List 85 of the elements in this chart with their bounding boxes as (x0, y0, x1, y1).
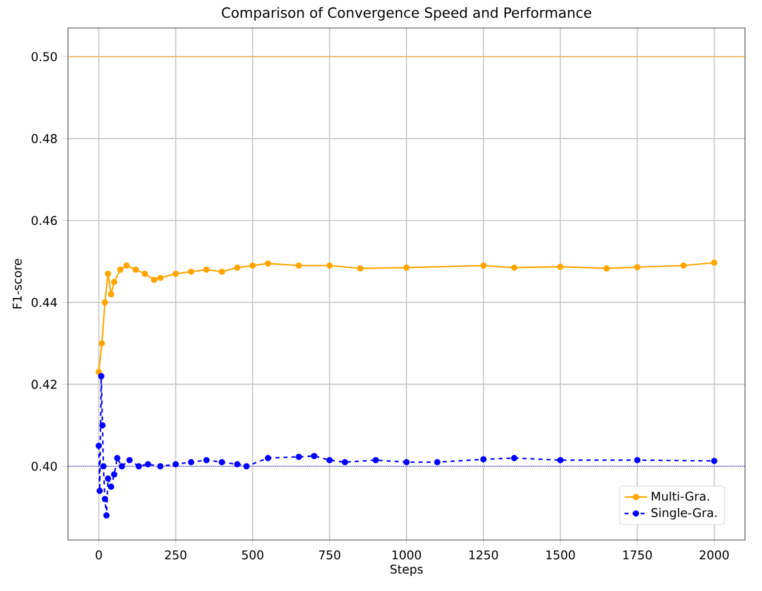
point (104, 270, 112, 277)
point (157, 274, 164, 281)
point (264, 454, 272, 462)
point (203, 456, 210, 464)
point (342, 459, 348, 466)
point (172, 270, 179, 277)
x-tick-label: 250 (165, 550, 186, 560)
x-tick-label: 1750 (623, 550, 652, 560)
point (234, 461, 240, 468)
point (126, 456, 133, 464)
point (203, 266, 210, 273)
point (132, 266, 139, 273)
point (357, 265, 364, 272)
point (117, 266, 124, 273)
y-tick-label: 0.44 (32, 298, 57, 307)
point (403, 264, 410, 271)
point (96, 442, 102, 449)
point (108, 484, 114, 490)
point (123, 262, 130, 269)
point (118, 463, 125, 470)
point (326, 262, 333, 269)
point (326, 456, 333, 464)
point (99, 422, 106, 428)
point (434, 459, 440, 466)
y-tick-label: 0.40 (32, 462, 57, 471)
point (403, 459, 410, 466)
point (218, 459, 226, 466)
point (480, 456, 487, 462)
x-tick-label: 2000 (700, 550, 729, 560)
legend-label: Multi-Gra. (652, 491, 709, 501)
point (250, 262, 256, 269)
legend-label: Single-Gra. (652, 508, 716, 520)
point (711, 458, 718, 464)
point (218, 268, 226, 275)
x-tick-label: 500 (242, 550, 264, 560)
x-tick-label: 1000 (392, 550, 421, 560)
x-tick-label: 1500 (546, 550, 575, 560)
point (144, 461, 152, 468)
point (96, 368, 102, 376)
point (151, 276, 158, 284)
point (243, 463, 250, 470)
y-tick-label: 0.42 (32, 380, 56, 389)
x-tick-label: 0 (96, 550, 102, 560)
chart-title: Comparison of Convergence Speed and Performance (222, 7, 592, 21)
point (188, 459, 194, 466)
point (188, 268, 194, 275)
point (234, 264, 240, 271)
point (296, 262, 302, 269)
point (114, 454, 120, 462)
x-tick-label: 1250 (469, 550, 498, 560)
point (634, 264, 640, 270)
point (142, 270, 148, 277)
point (98, 373, 104, 380)
y-tick-label: 0.50 (32, 52, 57, 62)
point (111, 278, 118, 286)
point (108, 291, 114, 298)
point (172, 461, 179, 468)
point (103, 512, 110, 519)
point (511, 264, 518, 271)
point (96, 488, 103, 494)
point (480, 262, 487, 269)
point (557, 456, 564, 464)
point (372, 456, 379, 464)
point (634, 456, 640, 464)
point (264, 260, 272, 267)
point (680, 262, 687, 269)
point (136, 463, 142, 470)
x-tick-label: 750 (319, 550, 340, 560)
point (111, 471, 118, 478)
point (603, 265, 610, 272)
point (98, 340, 105, 347)
y-tick-label: 0.46 (32, 216, 57, 226)
x-axis-title: Steps (390, 564, 423, 576)
y-tick-label: 0.48 (32, 134, 57, 144)
point (100, 463, 107, 470)
point (711, 260, 718, 266)
point (511, 454, 518, 462)
point (102, 496, 108, 502)
point (104, 475, 112, 482)
point (102, 299, 108, 306)
y-axis-title: F1-score (12, 259, 22, 308)
point (157, 463, 164, 470)
point (296, 454, 302, 460)
point (557, 264, 564, 270)
point (311, 452, 318, 460)
